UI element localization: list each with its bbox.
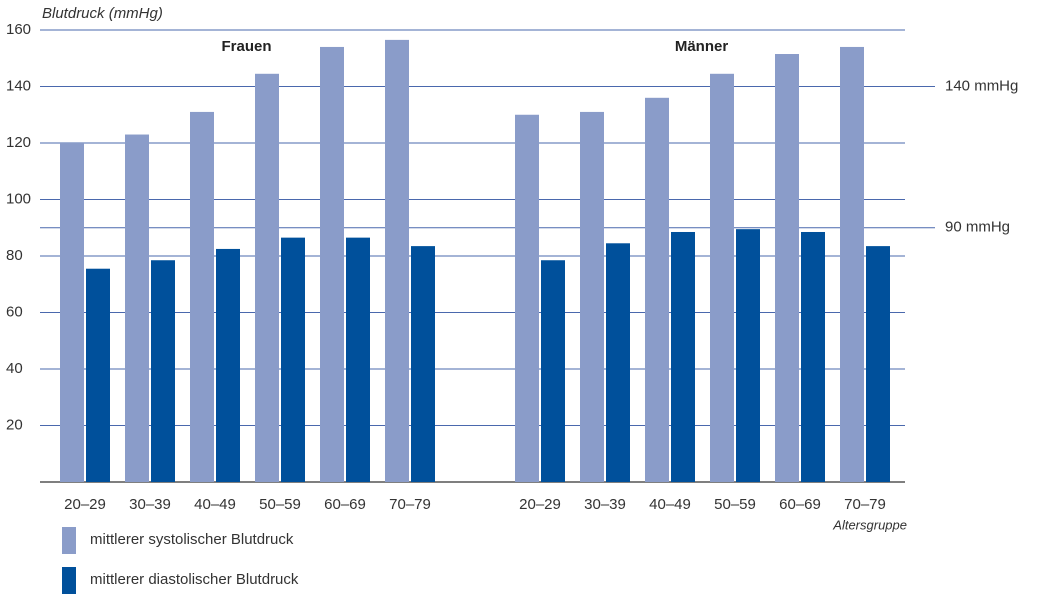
bar xyxy=(710,73,734,482)
bar xyxy=(866,246,890,482)
bar xyxy=(151,260,175,482)
legend-swatch xyxy=(62,567,76,594)
y-tick-label: 40 xyxy=(6,360,23,377)
x-tick-label: 20–29 xyxy=(64,496,106,513)
x-tick-label: 60–69 xyxy=(324,496,366,513)
x-tick-label: 50–59 xyxy=(714,496,756,513)
x-tick-label: 40–49 xyxy=(194,496,236,513)
bar xyxy=(60,143,84,482)
x-tick-label: 60–69 xyxy=(779,496,821,513)
y-tick-label: 80 xyxy=(6,247,23,264)
legend-swatch xyxy=(62,527,76,554)
bar xyxy=(671,231,695,482)
bar xyxy=(320,46,344,482)
y-tick-label: 20 xyxy=(6,416,23,433)
bar xyxy=(840,46,864,482)
x-tick-label: 30–39 xyxy=(129,496,171,513)
y-axis-label: Blutdruck (mmHg) xyxy=(42,5,163,22)
x-axis-label: Altersgruppe xyxy=(832,517,907,532)
bar xyxy=(515,114,539,482)
y-tick-label: 60 xyxy=(6,303,23,320)
bar xyxy=(645,97,669,483)
bar xyxy=(541,260,565,482)
bar xyxy=(281,237,305,482)
bar xyxy=(580,111,604,483)
x-tick-label: 70–79 xyxy=(844,496,886,513)
legend-label: mittlerer diastolischer Blutdruck xyxy=(90,571,299,588)
bar xyxy=(801,231,825,482)
bar xyxy=(216,248,240,482)
bar xyxy=(411,246,435,482)
y-tick-label: 160 xyxy=(6,21,31,38)
x-tick-label: 30–39 xyxy=(584,496,626,513)
group-label: Männer xyxy=(675,38,729,55)
bar xyxy=(86,268,110,482)
bar xyxy=(385,39,409,482)
bar xyxy=(606,243,630,482)
reference-label: 140 mmHg xyxy=(945,77,1018,94)
x-tick-label: 50–59 xyxy=(259,496,301,513)
y-tick-label: 140 xyxy=(6,77,31,94)
bar xyxy=(775,54,799,482)
bar xyxy=(736,229,760,482)
bar xyxy=(125,134,149,482)
x-tick-label: 40–49 xyxy=(649,496,691,513)
legend-label: mittlerer systolischer Blutdruck xyxy=(90,531,294,548)
bar xyxy=(255,73,279,482)
bar xyxy=(346,237,370,482)
y-tick-label: 120 xyxy=(6,134,31,151)
group-label: Frauen xyxy=(221,38,271,55)
x-tick-label: 20–29 xyxy=(519,496,561,513)
reference-label: 90 mmHg xyxy=(945,219,1010,236)
bar xyxy=(190,111,214,483)
x-tick-label: 70–79 xyxy=(389,496,431,513)
y-tick-label: 100 xyxy=(6,190,31,207)
